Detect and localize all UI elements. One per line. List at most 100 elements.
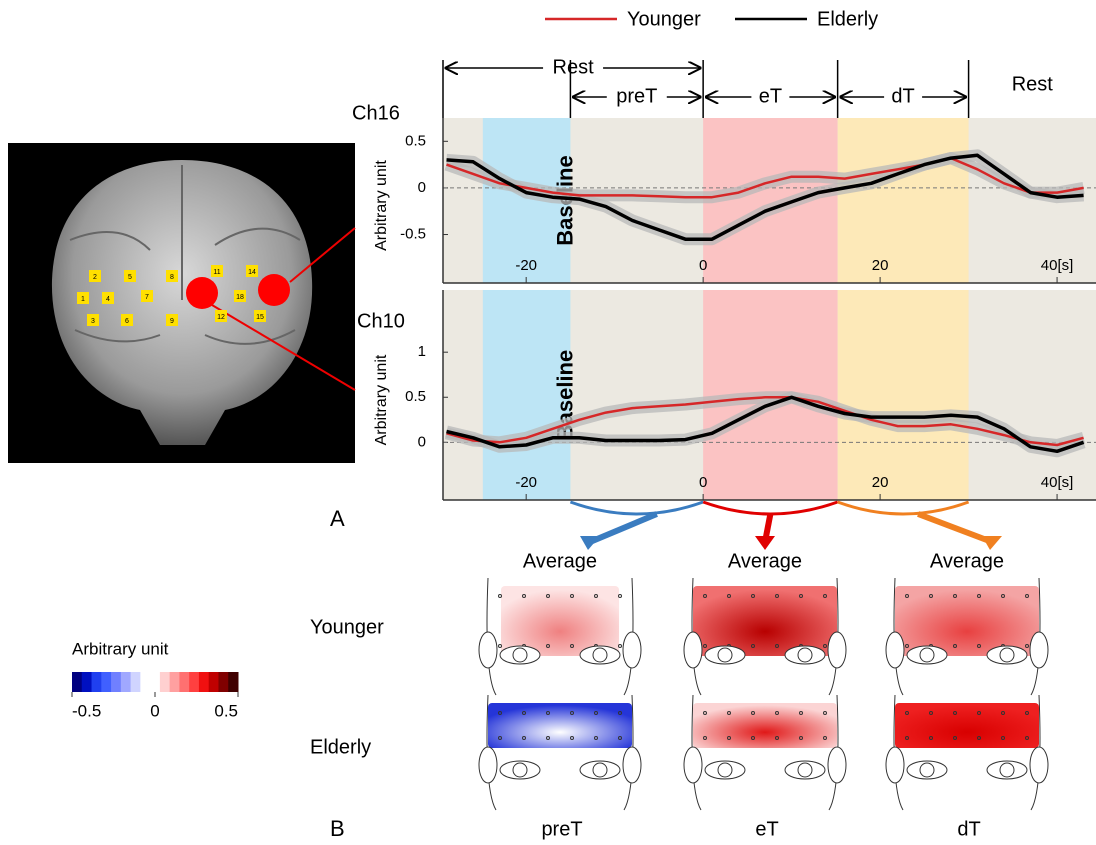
series-line (446, 395, 1085, 454)
connector (211, 304, 356, 391)
heatmap (895, 703, 1039, 748)
channel-marker (215, 310, 227, 322)
sensor-dot (1025, 594, 1029, 598)
legend-label: Elderly (817, 8, 878, 30)
eye (499, 760, 541, 780)
panel-label: A (330, 506, 345, 531)
sensor-dot (594, 594, 598, 598)
sensor-dot (522, 711, 526, 715)
average-label: Average (523, 550, 597, 572)
sensor-dot (751, 736, 755, 740)
channel-marker (234, 290, 246, 302)
sensor-dot (546, 711, 550, 715)
y-tick-label: 1 (418, 343, 426, 360)
average-label: Average (930, 550, 1004, 572)
sensor-dot (905, 644, 909, 648)
colorbar-cell (150, 672, 161, 692)
y-tick-label: 0 (418, 179, 426, 196)
channel-marker (121, 314, 133, 326)
sensor-dot (823, 736, 827, 740)
ear (885, 631, 905, 669)
sensor-dot (977, 736, 981, 740)
sensor-dot (594, 736, 598, 740)
x-tick-label: 20 (872, 474, 889, 491)
ear (827, 746, 847, 784)
bracket-arrowhead (982, 536, 1002, 550)
channel-marker (166, 314, 178, 326)
ear (478, 631, 498, 669)
bracket (837, 500, 970, 516)
ear (622, 631, 642, 669)
sensor-dot (1001, 594, 1005, 598)
pupil (999, 762, 1015, 778)
heatmap (500, 586, 620, 656)
sensor-dot (929, 594, 933, 598)
sensor-dot (546, 594, 550, 598)
panel-label: B (330, 816, 345, 841)
pupil (919, 762, 935, 778)
sensor-dot (775, 644, 779, 648)
sensor-dot (703, 711, 707, 715)
sensor-dot (703, 736, 707, 740)
phase-label: dT (891, 85, 914, 107)
colorbar-cell (218, 672, 229, 692)
y-tick-label: 0.5 (405, 132, 426, 149)
colorbar-cell (91, 672, 102, 692)
colorbar-cell (159, 672, 171, 692)
colorbar-cell (189, 672, 200, 692)
sensor-dot (953, 644, 957, 648)
colorbar-cell (169, 672, 180, 692)
group-label: Younger (310, 616, 384, 638)
channel-marker (124, 270, 136, 282)
channel-marker (211, 265, 223, 277)
channel-dot (258, 274, 290, 306)
ear (683, 746, 703, 784)
phase-label: Rest (1012, 73, 1054, 95)
eye (784, 760, 826, 780)
eye (784, 645, 826, 665)
colorbar-cell (208, 672, 219, 692)
brain-sulci (69, 165, 301, 345)
series-line (446, 156, 1084, 199)
condition-label: preT (541, 818, 582, 840)
sensor-dot (546, 736, 550, 740)
channel-label: 7 (145, 294, 149, 301)
phase-label-bg (606, 85, 667, 109)
phase-label: eT (759, 85, 782, 107)
pupil (919, 647, 935, 663)
colorbar-tick-label: 0 (150, 701, 159, 720)
colorbar-cell (72, 672, 83, 692)
sensor-dot (618, 711, 622, 715)
ear (478, 746, 498, 784)
channel-dot (186, 277, 218, 309)
eye (579, 645, 621, 665)
chart-title: Ch16 (352, 102, 400, 124)
channel-label: 11 (213, 269, 220, 276)
sensor-dot (823, 711, 827, 715)
pupil (592, 762, 608, 778)
phase-band (837, 290, 969, 500)
sensor-dot (751, 711, 755, 715)
colorbar-cell (81, 672, 93, 692)
eye (986, 645, 1028, 665)
colorbar-cell (120, 672, 132, 692)
phase-label-bg (543, 56, 604, 80)
pupil (717, 647, 733, 663)
ear (1029, 631, 1049, 669)
channel-label: 15 (256, 314, 264, 321)
sensor-dot (703, 644, 707, 648)
x-tick-label: 40[s] (1041, 257, 1074, 274)
connector (289, 227, 356, 283)
channel-label: 4 (106, 296, 110, 303)
sensor-dot (570, 594, 574, 598)
sensor-dot (498, 711, 502, 715)
sensor-dot (953, 711, 957, 715)
y-tick-label: 0 (418, 433, 426, 450)
x-tick-label: -20 (515, 474, 537, 491)
sensor-dot (618, 644, 622, 648)
sensor-dot (823, 594, 827, 598)
channel-marker (246, 265, 258, 277)
eye (986, 760, 1028, 780)
sensor-dot (905, 711, 909, 715)
channel-label: 2 (93, 274, 97, 281)
